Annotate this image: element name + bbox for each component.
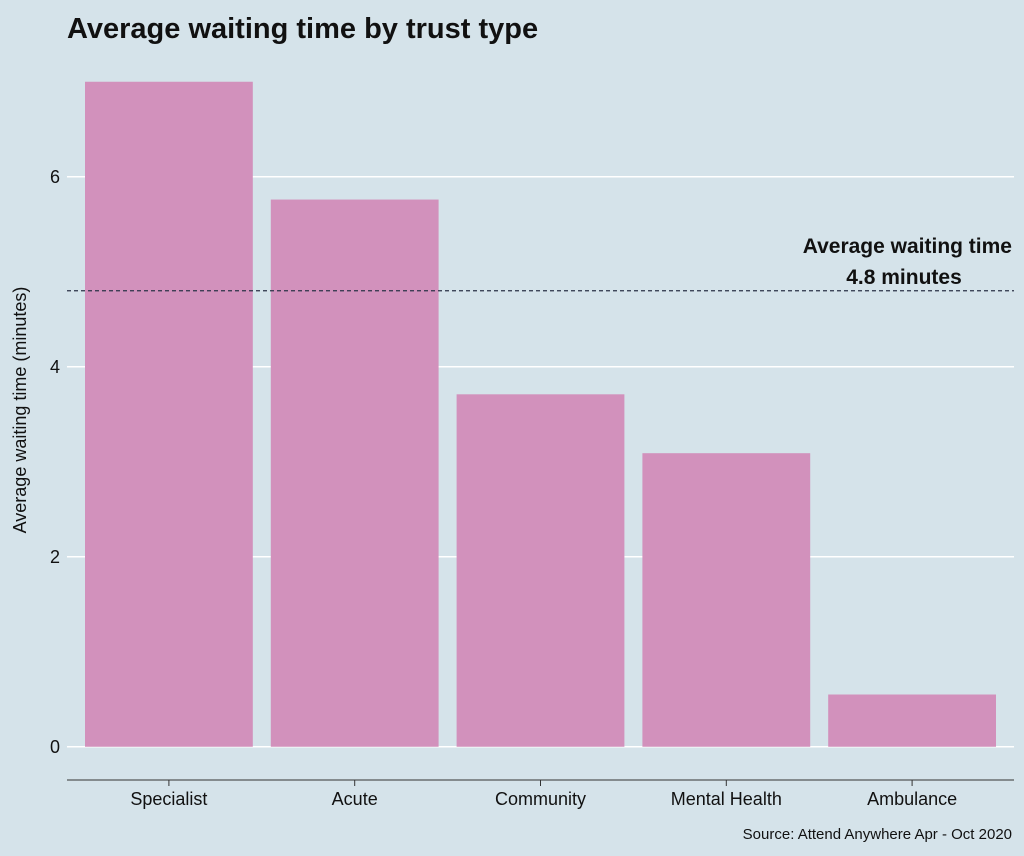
bar-ambulance xyxy=(828,694,996,747)
y-axis-label: Average waiting time (minutes) xyxy=(10,287,30,534)
x-tick-label-ambulance: Ambulance xyxy=(867,789,957,809)
y-tick-label-0: 0 xyxy=(50,737,60,757)
x-tick-label-acute: Acute xyxy=(332,789,378,809)
chart-title: Average waiting time by trust type xyxy=(67,13,538,45)
y-tick-label-6: 6 xyxy=(50,167,60,187)
x-tick-label-specialist: Specialist xyxy=(130,789,207,809)
x-tick-label-mental-health: Mental Health xyxy=(671,789,782,809)
y-tick-labels: 0 2 4 6 xyxy=(50,167,60,757)
y-tick-label-2: 2 xyxy=(50,547,60,567)
x-tick-label-community: Community xyxy=(495,789,586,809)
x-tick-labels: Specialist Acute Community Mental Health Amb… xyxy=(130,780,957,809)
bar-specialist xyxy=(85,81,253,747)
y-tick-label-4: 4 xyxy=(50,357,60,377)
source-note: Source: Attend Anywhere Apr - Oct 2020 xyxy=(743,826,1012,843)
bar-community xyxy=(456,394,625,747)
bar-mental-health xyxy=(642,453,811,747)
bar-acute xyxy=(270,199,439,747)
reference-line-label: Average waiting time xyxy=(803,235,1012,258)
reference-line-value: 4.8 minutes xyxy=(846,266,962,289)
